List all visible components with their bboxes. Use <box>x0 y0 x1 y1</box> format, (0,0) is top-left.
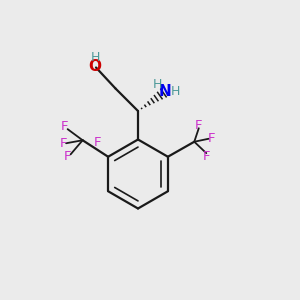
Text: H: H <box>171 85 180 98</box>
Text: N: N <box>159 84 171 99</box>
Text: F: F <box>195 119 202 132</box>
Text: F: F <box>64 150 71 163</box>
Text: F: F <box>202 150 210 163</box>
Text: H: H <box>153 78 162 91</box>
Text: O: O <box>88 58 102 74</box>
Text: F: F <box>61 120 68 133</box>
Text: F: F <box>59 137 67 150</box>
Text: F: F <box>94 136 102 149</box>
Text: H: H <box>90 51 100 64</box>
Text: F: F <box>208 132 215 145</box>
